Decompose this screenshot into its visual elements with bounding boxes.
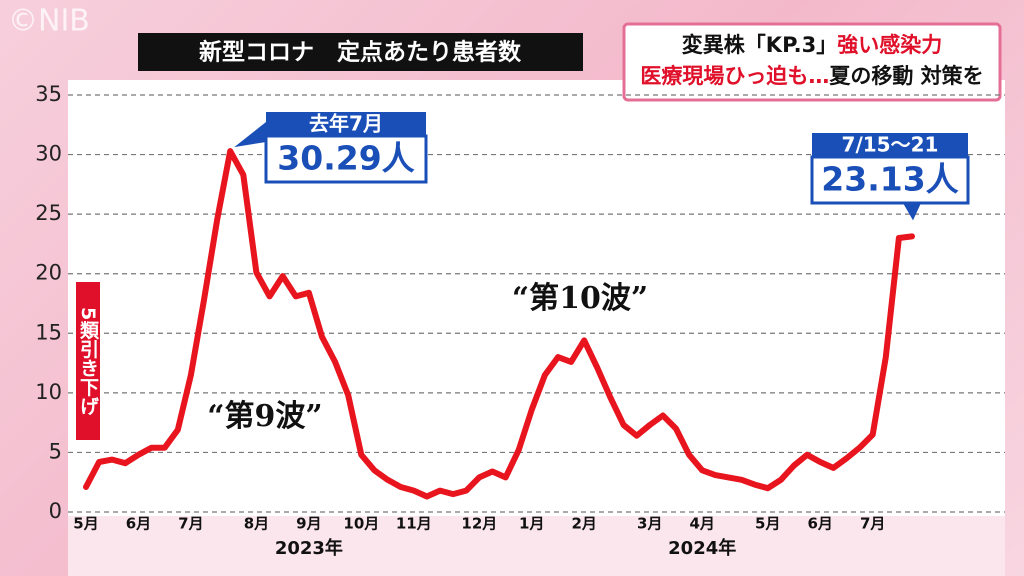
callout-body	[264, 134, 428, 184]
x-tick-label: 6月	[126, 515, 151, 533]
x-tick-label: 1月	[519, 515, 544, 533]
year-label: 2023年	[275, 537, 343, 559]
callout-header: 去年7月	[309, 112, 383, 136]
callout-header-bg	[812, 133, 968, 159]
y-tick-label: 25	[35, 201, 62, 225]
headline: 変異株「KP.3」強い感染力	[682, 33, 942, 57]
x-tick-label: 10月	[343, 515, 379, 533]
note: 5類引き下げ	[76, 282, 100, 440]
callout-header-bg	[266, 112, 426, 138]
headline-part: 夏の移動 対策を	[829, 64, 983, 88]
y-tick-label: 35	[35, 82, 62, 106]
callout-header: 7/15～21	[842, 133, 939, 157]
callout-body	[810, 155, 970, 205]
y-tick-label: 5	[49, 439, 62, 463]
wave-label: “第9波”	[207, 399, 322, 434]
axis-panel	[68, 516, 1005, 576]
callout-pointer	[234, 122, 266, 148]
headline-part: 医療現場ひっ迫も…	[640, 64, 829, 88]
x-tick-label: 2月	[572, 515, 597, 533]
headline-part: 変異株「KP.3」	[682, 33, 837, 57]
x-tick-label: 5月	[755, 515, 780, 533]
title-box	[138, 33, 583, 71]
y-tick-label: 0	[49, 499, 62, 523]
x-tick-label: 8月	[244, 515, 269, 533]
x-tick-label: 3月	[637, 515, 662, 533]
x-tick-label: 4月	[690, 515, 715, 533]
callout-value: 23.13人	[821, 160, 958, 199]
line	[83, 148, 915, 500]
y-tick-label: 30	[35, 142, 62, 166]
y-tick-label: 15	[35, 320, 62, 344]
x-tick-label: 6月	[808, 515, 833, 533]
y-tick-label: 10	[35, 380, 62, 404]
x-tick-label: 7月	[178, 515, 203, 533]
callout-pointer	[903, 203, 921, 221]
x-tick-label: 9月	[296, 515, 321, 533]
y-tick-label: 20	[35, 261, 62, 285]
chart-title: 新型コロナ 定点あたり患者数	[199, 39, 522, 66]
wave-label: “第10波”	[512, 281, 648, 316]
headline-part: 強い感染力	[837, 33, 942, 57]
x-tick-label: 11月	[396, 515, 432, 533]
logo: ©NIB	[8, 4, 90, 39]
year-label: 2024年	[668, 537, 736, 559]
x-tick-label: 7月	[860, 515, 885, 533]
callout-value: 30.29人	[277, 139, 414, 178]
x-tick-label: 12月	[461, 515, 497, 533]
headline-box	[622, 22, 1002, 102]
headline: 医療現場ひっ迫も…夏の移動 対策を	[640, 64, 983, 88]
x-tick-label: 5月	[73, 515, 98, 533]
